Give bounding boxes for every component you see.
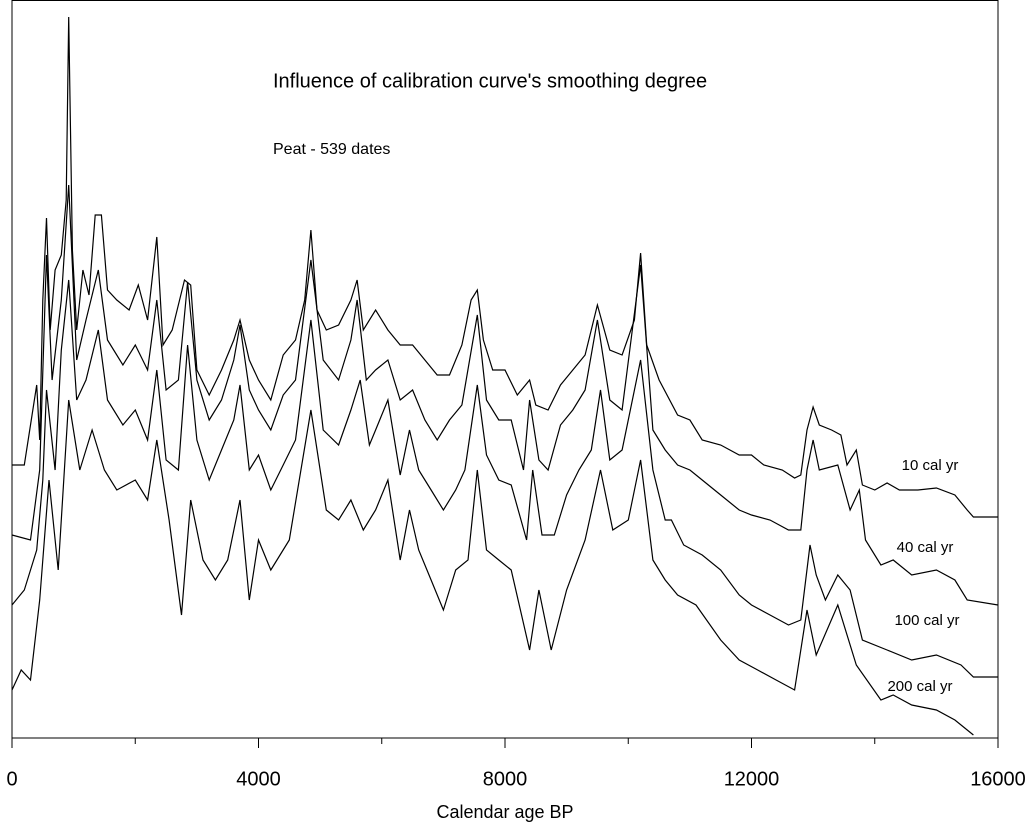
x-tick-label: 0 [6,768,17,790]
chart-title: Influence of calibration curve's smoothi… [273,70,707,92]
series-line [11,279,998,678]
series-label: 100 cal yr [894,612,959,629]
x-tick-label: 16000 [970,768,1026,790]
series-label: 10 cal yr [902,457,959,474]
x-tick-label: 12000 [724,768,780,790]
x-tick-label: 4000 [236,768,281,790]
series-line [11,399,974,736]
x-axis-label: Calendar age BP [436,802,573,822]
x-tick-label: 8000 [483,768,528,790]
series-line [11,184,999,606]
series-label: 200 cal yr [887,678,952,695]
chart-subtitle: Peat - 539 dates [273,141,390,158]
series-label: 40 cal yr [897,539,954,556]
plot-frame [11,0,999,739]
series-line [12,16,998,518]
